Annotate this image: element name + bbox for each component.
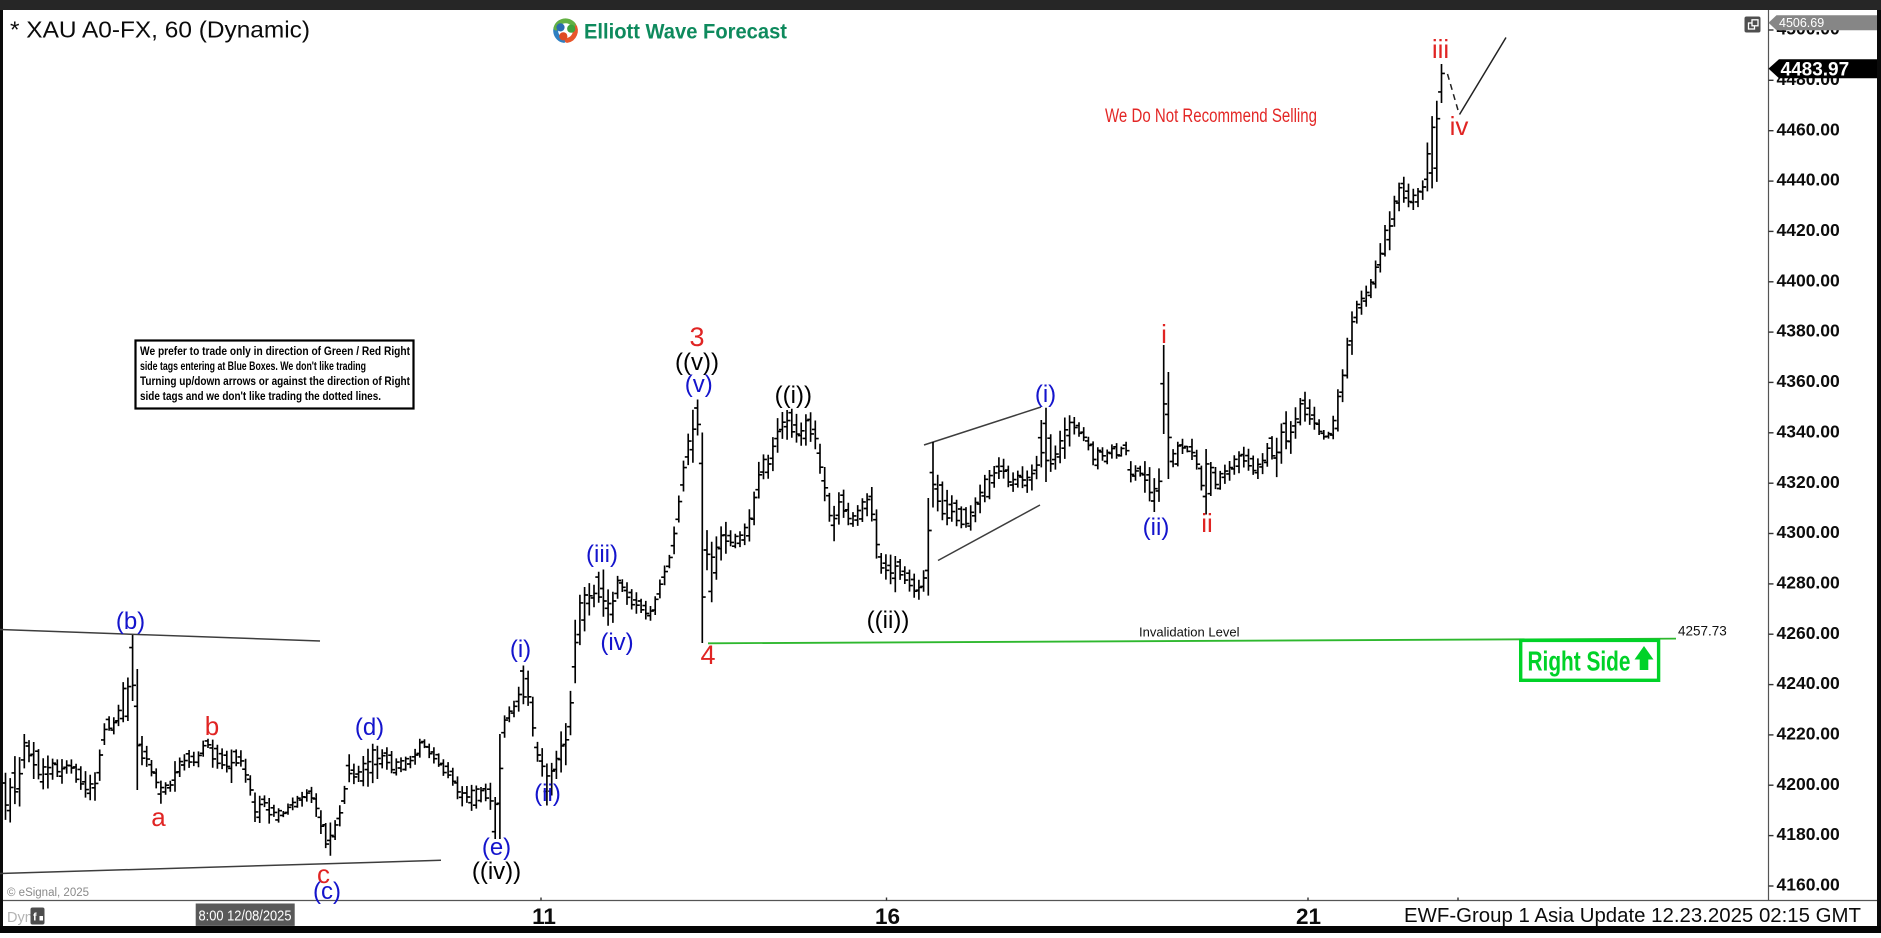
svg-text:(c): (c) xyxy=(313,878,341,905)
svg-text:Right Side: Right Side xyxy=(1528,646,1631,677)
svg-text:4380.00: 4380.00 xyxy=(1777,321,1841,341)
svg-text:c: c xyxy=(317,859,330,889)
svg-text:© eSignal, 2025: © eSignal, 2025 xyxy=(7,887,89,899)
svg-text:side tags entering at Blue Box: side tags entering at Blue Boxes. We don… xyxy=(140,359,366,373)
svg-text:(i): (i) xyxy=(510,636,531,663)
svg-text:4360.00: 4360.00 xyxy=(1777,371,1841,391)
svg-text:4340.00: 4340.00 xyxy=(1777,421,1841,441)
svg-text:16: 16 xyxy=(875,904,900,929)
svg-text:We prefer to trade only in dir: We prefer to trade only in direction of … xyxy=(140,344,410,358)
svg-text:4483.97: 4483.97 xyxy=(1781,59,1850,80)
svg-text:4260.00: 4260.00 xyxy=(1777,623,1841,643)
svg-text:((v)): ((v)) xyxy=(675,349,719,376)
svg-text:Elliott Wave Forecast: Elliott Wave Forecast xyxy=(584,21,787,44)
svg-text:iv: iv xyxy=(1450,111,1469,141)
svg-text:4160.00: 4160.00 xyxy=(1777,875,1841,895)
svg-text:4240.00: 4240.00 xyxy=(1777,673,1841,693)
svg-text:i: i xyxy=(1161,319,1167,349)
svg-text:(ii): (ii) xyxy=(534,780,561,807)
svg-text:4320.00: 4320.00 xyxy=(1777,472,1841,492)
svg-text:(e): (e) xyxy=(482,834,511,861)
svg-text:b: b xyxy=(205,711,219,741)
svg-text:We Do Not Recommend Selling: We Do Not Recommend Selling xyxy=(1105,105,1317,127)
svg-text:f: f xyxy=(33,912,37,924)
svg-text:side tags and we don't like tr: side tags and we don't like trading the … xyxy=(140,389,381,403)
svg-text:4420.00: 4420.00 xyxy=(1777,220,1841,240)
svg-text:(iv): (iv) xyxy=(600,629,633,656)
svg-text:4460.00: 4460.00 xyxy=(1777,119,1841,139)
svg-text:(b): (b) xyxy=(116,608,145,635)
svg-text:(i): (i) xyxy=(1035,381,1056,408)
svg-text:4280.00: 4280.00 xyxy=(1777,573,1841,593)
svg-text:4: 4 xyxy=(700,640,715,670)
svg-text:Invalidation Level: Invalidation Level xyxy=(1139,625,1240,640)
svg-text:Turning up/down arrows or agai: Turning up/down arrows or against the di… xyxy=(140,374,410,388)
svg-text:8:00 12/08/2025: 8:00 12/08/2025 xyxy=(199,909,292,925)
svg-text:(iii): (iii) xyxy=(586,541,618,568)
svg-text:Dyn: Dyn xyxy=(7,910,33,926)
svg-text:4440.00: 4440.00 xyxy=(1777,170,1841,190)
svg-text:4300.00: 4300.00 xyxy=(1777,522,1841,542)
svg-text:((iv)): ((iv)) xyxy=(472,858,521,885)
svg-text:4257.73: 4257.73 xyxy=(1678,624,1727,639)
svg-text:4220.00: 4220.00 xyxy=(1777,724,1841,744)
svg-text:a: a xyxy=(151,802,166,832)
svg-text:3: 3 xyxy=(689,322,704,352)
svg-text:4506.69: 4506.69 xyxy=(1779,16,1824,30)
svg-text:(v): (v) xyxy=(685,371,713,398)
svg-text:21: 21 xyxy=(1296,904,1321,929)
svg-text:(d): (d) xyxy=(355,714,384,741)
svg-text:ii: ii xyxy=(1201,508,1213,538)
svg-text:iii: iii xyxy=(1432,34,1449,64)
svg-text:EWF-Group 1 Asia Update 12.23.: EWF-Group 1 Asia Update 12.23.2025 02:15… xyxy=(1404,905,1861,927)
svg-text:((ii)): ((ii)) xyxy=(867,607,910,634)
svg-text:((i)): ((i)) xyxy=(775,382,812,409)
svg-text:11: 11 xyxy=(532,904,556,929)
svg-text:4180.00: 4180.00 xyxy=(1777,824,1841,844)
svg-text:(ii): (ii) xyxy=(1143,514,1170,541)
svg-text:4200.00: 4200.00 xyxy=(1777,774,1841,794)
svg-text:* XAU A0-FX, 60 (Dynamic): * XAU A0-FX, 60 (Dynamic) xyxy=(10,17,310,43)
svg-text:4400.00: 4400.00 xyxy=(1777,270,1841,290)
